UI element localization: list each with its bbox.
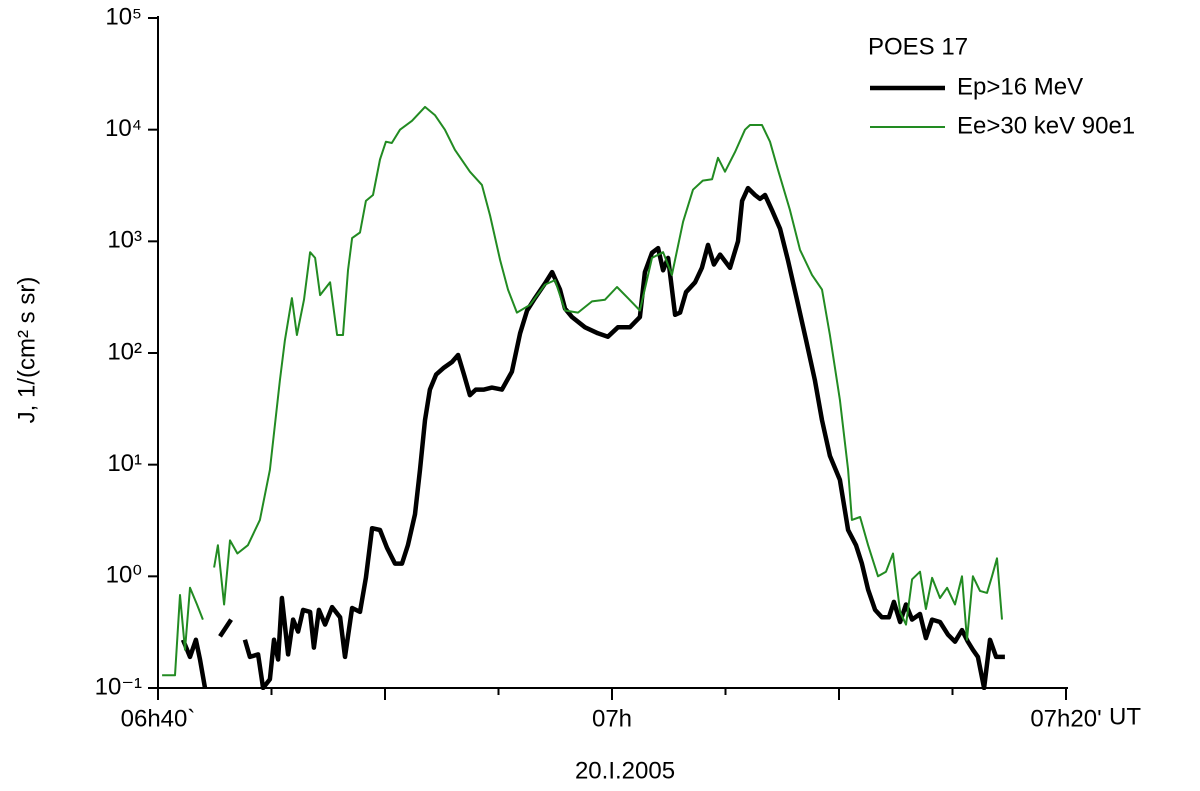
x-axis-label: UT: [1109, 703, 1141, 730]
y-tick-label: 10⁴: [105, 115, 142, 142]
x-tick-label: 07h20': [1030, 705, 1101, 732]
y-tick-label: 10³: [107, 227, 142, 254]
y-tick-label: 10¹: [107, 450, 142, 477]
y-tick-label: 10⁵: [105, 3, 142, 30]
series-line: [162, 105, 1003, 677]
x-tick-label: 07h: [592, 705, 632, 732]
x-axis-sublabel: 20.I.2005: [575, 757, 675, 784]
y-tick-label: 10²: [107, 338, 142, 365]
legend-label: Ep>16 MeV: [957, 73, 1083, 100]
legend-label: Ee>30 keV 90e1: [957, 112, 1135, 139]
x-tick-label: 06h40`: [121, 705, 196, 732]
y-axis-label: J, 1/(cm² s sr): [13, 277, 40, 424]
series-line: [180, 185, 1005, 690]
y-tick-label: 10⁻¹: [95, 673, 142, 700]
plot-area: [162, 105, 1005, 690]
legend-title: POES 17: [868, 33, 968, 60]
y-tick-label: 10⁰: [106, 562, 142, 589]
